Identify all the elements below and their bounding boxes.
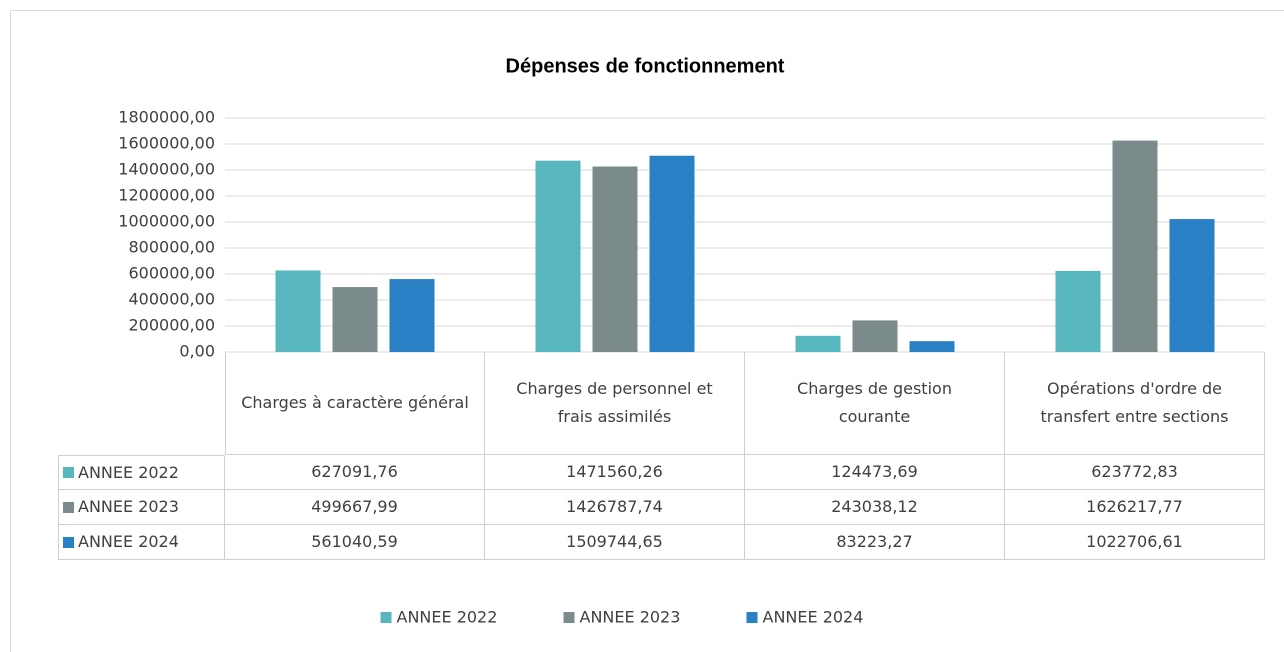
- y-tick-label: 400000,00: [128, 290, 215, 309]
- bar: [852, 320, 898, 352]
- table-value: 1426787,74: [485, 490, 745, 525]
- table-value: 1022706,61: [1005, 525, 1265, 560]
- legend-swatch: [746, 612, 758, 623]
- y-tick-label: 200000,00: [128, 316, 215, 335]
- bar: [1112, 140, 1158, 352]
- series-name: ANNEE 2022: [78, 462, 179, 482]
- bar: [592, 166, 638, 352]
- chart-frame: [10, 10, 1284, 652]
- legend-swatch: [380, 612, 392, 623]
- y-tick-label: 1400000,00: [118, 160, 215, 179]
- table-value: 124473,69: [745, 455, 1005, 490]
- y-tick-label: 1000000,00: [118, 212, 215, 231]
- legend-label: ANNEE 2022: [397, 608, 498, 627]
- bar: [332, 287, 378, 352]
- bar: [389, 279, 435, 352]
- table-key: ANNEE 2022: [58, 455, 225, 490]
- table-value: 1626217,77: [1005, 490, 1265, 525]
- table-value: 1471560,26: [485, 455, 745, 490]
- y-tick-label: 600000,00: [128, 264, 215, 283]
- table-value: 561040,59: [225, 525, 485, 560]
- bar: [535, 160, 581, 352]
- legend-label: ANNEE 2023: [580, 608, 681, 627]
- legend-label: ANNEE 2024: [763, 608, 864, 627]
- legend-swatch: [63, 501, 74, 513]
- bar: [275, 270, 321, 352]
- y-tick-label: 800000,00: [128, 238, 215, 257]
- table-value: 499667,99: [225, 490, 485, 525]
- y-tick-label: 0,00: [179, 342, 215, 361]
- series-name: ANNEE 2023: [78, 497, 179, 516]
- y-tick-label: 1600000,00: [118, 134, 215, 153]
- legend-swatch: [63, 536, 74, 548]
- bar: [1169, 219, 1215, 352]
- category-header: Charges à caractère général: [225, 352, 485, 455]
- table-value: 243038,12: [745, 490, 1005, 525]
- bar: [1055, 270, 1101, 352]
- y-tick-label: 1200000,00: [118, 186, 215, 205]
- table-key: ANNEE 2024: [58, 525, 225, 560]
- category-header: Opérations d'ordre de transfert entre se…: [1005, 352, 1265, 455]
- table-key: ANNEE 2023: [58, 490, 225, 525]
- category-header: Charges de personnel et frais assimilés: [485, 352, 745, 455]
- bar: [649, 155, 695, 352]
- bar: [909, 341, 955, 352]
- y-tick-label: 1800000,00: [118, 108, 215, 127]
- table-value: 627091,76: [225, 455, 485, 490]
- series-name: ANNEE 2024: [78, 532, 179, 551]
- category-header: Charges de gestion courante: [745, 352, 1005, 455]
- legend-swatch: [63, 467, 74, 478]
- legend-swatch: [563, 612, 575, 623]
- table-value: 623772,83: [1005, 455, 1265, 490]
- chart-title: Dépenses de fonctionnement: [506, 55, 785, 77]
- bar: [795, 335, 841, 352]
- table-value: 1509744,65: [485, 525, 745, 560]
- table-value: 83223,27: [745, 525, 1005, 560]
